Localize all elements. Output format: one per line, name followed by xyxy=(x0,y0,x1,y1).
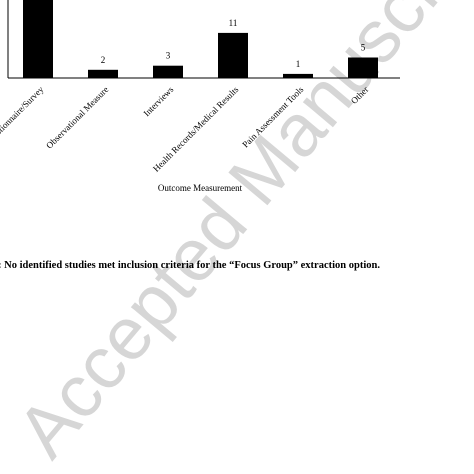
value-label: 2 xyxy=(101,55,106,65)
x-tick-label: Observational Measure xyxy=(44,84,110,150)
bar xyxy=(23,0,53,78)
bar xyxy=(153,65,183,78)
value-label: 5 xyxy=(361,43,366,53)
x-axis-label: Outcome Measurement xyxy=(158,183,243,193)
x-tick-label: Questionnaire/Survey xyxy=(0,84,46,147)
bar xyxy=(283,73,313,78)
bar xyxy=(348,57,378,78)
value-label: 1 xyxy=(296,59,301,69)
value-label: 3 xyxy=(166,51,171,61)
x-tick-label: Interviews xyxy=(141,84,175,118)
note: : No identified studies met inclusion cr… xyxy=(0,260,380,271)
bar xyxy=(218,32,248,78)
value-label: 11 xyxy=(229,18,238,28)
bar xyxy=(88,69,118,78)
